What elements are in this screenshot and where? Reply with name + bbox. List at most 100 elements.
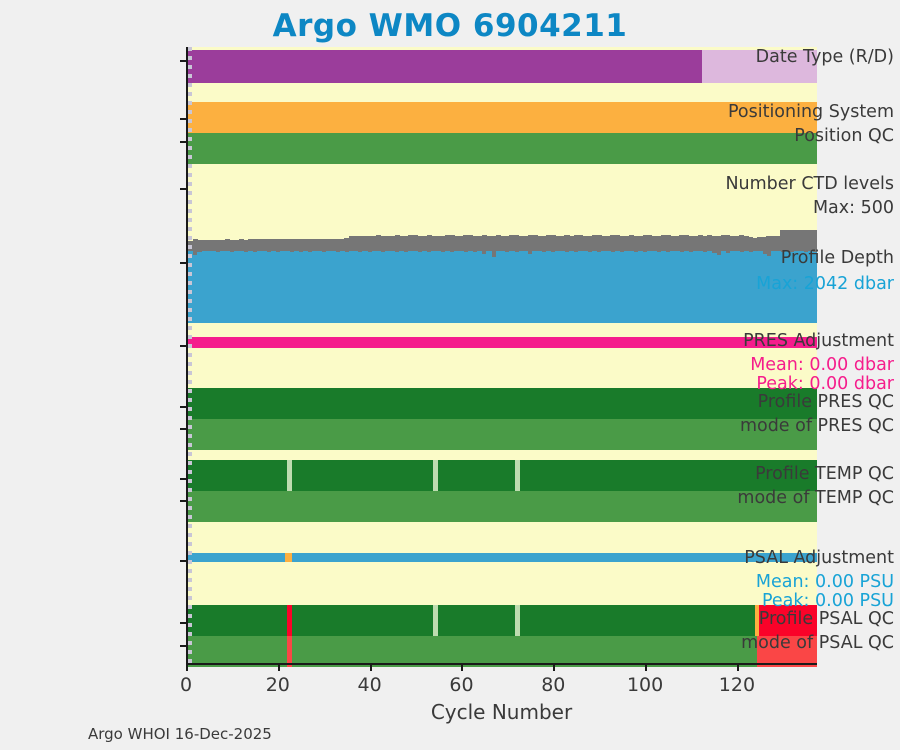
bar-profile-depth-95 xyxy=(624,251,630,323)
x-tick-label-100: 100 xyxy=(626,674,664,696)
bar-profile-depth-118 xyxy=(729,251,735,323)
lane-profile-temp-qc xyxy=(188,460,817,491)
bar-profile-depth-63 xyxy=(477,251,483,323)
bar-number-ctd-levels-49 xyxy=(412,235,419,266)
bar-profile-depth-101 xyxy=(651,251,657,323)
band-segment-profile-psal-qc-6 xyxy=(519,605,755,636)
bar-number-ctd-levels-88 xyxy=(592,235,598,266)
bar-number-ctd-levels-78 xyxy=(546,235,552,266)
bar-number-ctd-levels-1 xyxy=(192,239,198,266)
x-tick-20 xyxy=(277,663,280,671)
bar-profile-depth-49 xyxy=(412,251,419,323)
bar-profile-depth-128 xyxy=(775,251,781,323)
bar-number-ctd-levels-110 xyxy=(693,235,699,266)
x-tick-label-80: 80 xyxy=(541,674,566,696)
band-segment-position-qc-0 xyxy=(188,133,817,164)
bar-number-ctd-levels-111 xyxy=(697,235,703,266)
bar-number-ctd-levels-120 xyxy=(738,235,745,266)
bar-number-ctd-levels-117 xyxy=(725,235,731,266)
reference-line-cycle-100 xyxy=(188,47,192,663)
bar-number-ctd-levels-115 xyxy=(715,235,722,266)
bar-profile-depth-42 xyxy=(380,252,387,323)
adjustment-anomaly-psal-adjustment-0 xyxy=(285,553,292,562)
bar-profile-depth-129 xyxy=(780,252,786,323)
bar-number-ctd-levels-104 xyxy=(665,235,671,266)
bar-number-ctd-levels-87 xyxy=(587,235,593,266)
y-tick-pres-adj xyxy=(180,345,187,347)
bar-profile-depth-62 xyxy=(472,252,478,323)
bar-number-ctd-levels-91 xyxy=(605,235,611,266)
bar-profile-depth-14 xyxy=(252,252,258,323)
bar-number-ctd-levels-108 xyxy=(683,235,690,266)
bar-profile-depth-126 xyxy=(766,256,772,323)
band-segment-profile-psal-qc-3 xyxy=(433,605,438,636)
x-tick-60 xyxy=(461,663,464,671)
bar-profile-depth-132 xyxy=(794,251,800,323)
bar-profile-depth-39 xyxy=(367,252,373,323)
bar-number-ctd-levels-113 xyxy=(706,235,712,266)
bar-profile-depth-9 xyxy=(229,252,235,323)
bar-profile-depth-2 xyxy=(197,252,203,323)
y-tick-ctd xyxy=(180,188,187,190)
bar-profile-depth-41 xyxy=(376,251,382,323)
bar-profile-depth-43 xyxy=(385,251,391,323)
bar-profile-depth-56 xyxy=(445,251,451,323)
x-tick-120 xyxy=(736,663,739,671)
bar-number-ctd-levels-24 xyxy=(298,238,304,266)
bar-number-ctd-levels-51 xyxy=(422,235,428,266)
band-segment-date-type-r-d-0 xyxy=(188,50,703,83)
row-label-date-type: Date Type (R/D) xyxy=(755,47,894,67)
row-label-pres-adjustment: PRES Adjustment xyxy=(743,331,894,351)
bar-profile-depth-98 xyxy=(637,251,644,323)
bar-profile-depth-114 xyxy=(711,252,717,323)
bar-number-ctd-levels-131 xyxy=(789,229,795,266)
bar-number-ctd-levels-37 xyxy=(357,235,364,266)
bar-profile-depth-75 xyxy=(532,251,538,323)
row-label-num-ctd-levels: Number CTD levels xyxy=(725,174,894,194)
row-label-num-ctd-levels-max: Max: 500 xyxy=(812,198,894,218)
bar-profile-depth-90 xyxy=(601,251,607,323)
bar-profile-depth-96 xyxy=(628,251,634,323)
bar-profile-depth-69 xyxy=(504,252,510,323)
bar-number-ctd-levels-44 xyxy=(390,235,396,266)
bar-profile-depth-122 xyxy=(748,252,754,323)
bar-profile-depth-113 xyxy=(706,251,712,323)
bar-profile-depth-28 xyxy=(316,251,322,323)
bar-profile-depth-105 xyxy=(670,251,676,323)
row-label-profile-temp-qc: Profile TEMP QC xyxy=(755,464,894,484)
bar-number-ctd-levels-132 xyxy=(794,230,800,266)
lane-psal-adjustment xyxy=(188,553,817,562)
bar-number-ctd-levels-38 xyxy=(362,235,368,266)
bar-profile-depth-33 xyxy=(339,251,345,323)
bar-profile-depth-7 xyxy=(220,251,226,323)
band-segment-profile-psal-qc-2 xyxy=(291,605,434,636)
y-tick-mode-psal-qc xyxy=(180,645,187,647)
x-tick-0 xyxy=(186,663,188,671)
lane-mode-of-psal-qc xyxy=(188,636,817,667)
bar-profile-depth-117 xyxy=(725,253,731,323)
bar-number-ctd-levels-85 xyxy=(578,235,584,266)
bar-number-ctd-levels-47 xyxy=(403,235,409,266)
y-tick-psal-adj xyxy=(180,560,187,562)
y-tick-positioning xyxy=(180,118,187,120)
bar-profile-depth-127 xyxy=(771,251,777,323)
bar-number-ctd-levels-114 xyxy=(711,235,717,266)
bar-profile-depth-44 xyxy=(390,251,396,323)
lane-mode-of-temp-qc xyxy=(188,491,817,522)
bar-number-ctd-levels-107 xyxy=(679,235,685,266)
band-segment-mode-of-psal-qc-2 xyxy=(291,636,757,667)
band-segment-profile-temp-qc-4 xyxy=(437,460,516,491)
y-tick-position-qc xyxy=(180,141,187,143)
bar-profile-depth-82 xyxy=(564,252,570,323)
bar-number-ctd-levels-59 xyxy=(458,235,465,266)
bar-profile-depth-24 xyxy=(298,252,304,323)
band-segment-profile-temp-qc-1 xyxy=(287,460,292,491)
bar-profile-depth-120 xyxy=(738,252,745,323)
row-label-profile-psal-qc: Profile PSAL QC xyxy=(758,609,894,629)
page-title: Argo WMO 6904211 xyxy=(272,8,628,44)
bar-number-ctd-levels-46 xyxy=(399,235,405,266)
bar-number-ctd-levels-93 xyxy=(614,235,621,266)
bar-number-ctd-levels-135 xyxy=(807,230,813,266)
x-axis-label: Cycle Number xyxy=(430,700,573,724)
bar-profile-depth-20 xyxy=(279,251,285,323)
